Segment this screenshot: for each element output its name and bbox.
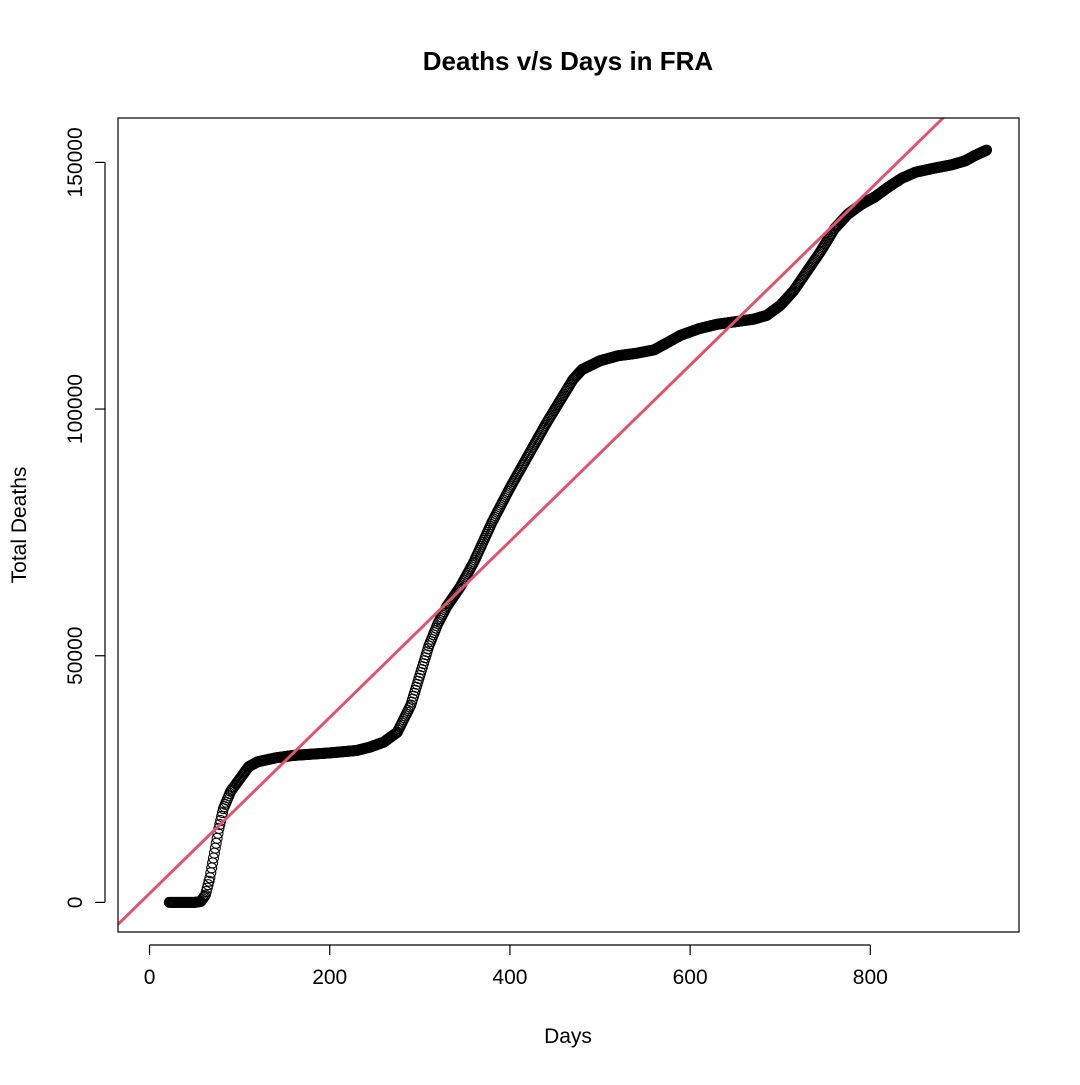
- data-point: [198, 892, 210, 904]
- x-tick-label: 800: [853, 966, 888, 989]
- data-point: [202, 879, 214, 891]
- y-tick-label: 50000: [64, 627, 87, 685]
- data-point: [217, 807, 229, 819]
- plot-frame: [117, 117, 1020, 933]
- data-point: [404, 701, 416, 713]
- x-tick-label: 600: [673, 966, 708, 989]
- regression-line: [118, 118, 946, 926]
- y-axis: 0 50000 100000 150000: [64, 127, 106, 909]
- regression-line-layer: [118, 118, 946, 926]
- data-point: [214, 818, 226, 830]
- y-tick-label: 150000: [64, 127, 87, 197]
- data-point: [981, 144, 993, 156]
- chart-title: Deaths v/s Days in FRA: [423, 46, 714, 76]
- x-tick-label: 400: [492, 966, 527, 989]
- data-points: [163, 144, 993, 908]
- x-axis-label: Days: [544, 1025, 592, 1048]
- y-axis-label: Total Deaths: [8, 467, 31, 584]
- y-tick-label: 0: [64, 897, 87, 909]
- x-tick-label: 0: [144, 966, 156, 989]
- data-point: [197, 893, 209, 905]
- x-tick-label: 200: [312, 966, 347, 989]
- data-point: [213, 822, 225, 834]
- y-tick-label: 100000: [64, 374, 87, 444]
- x-axis: 0 200 400 600 800: [144, 944, 888, 989]
- data-point: [199, 890, 210, 902]
